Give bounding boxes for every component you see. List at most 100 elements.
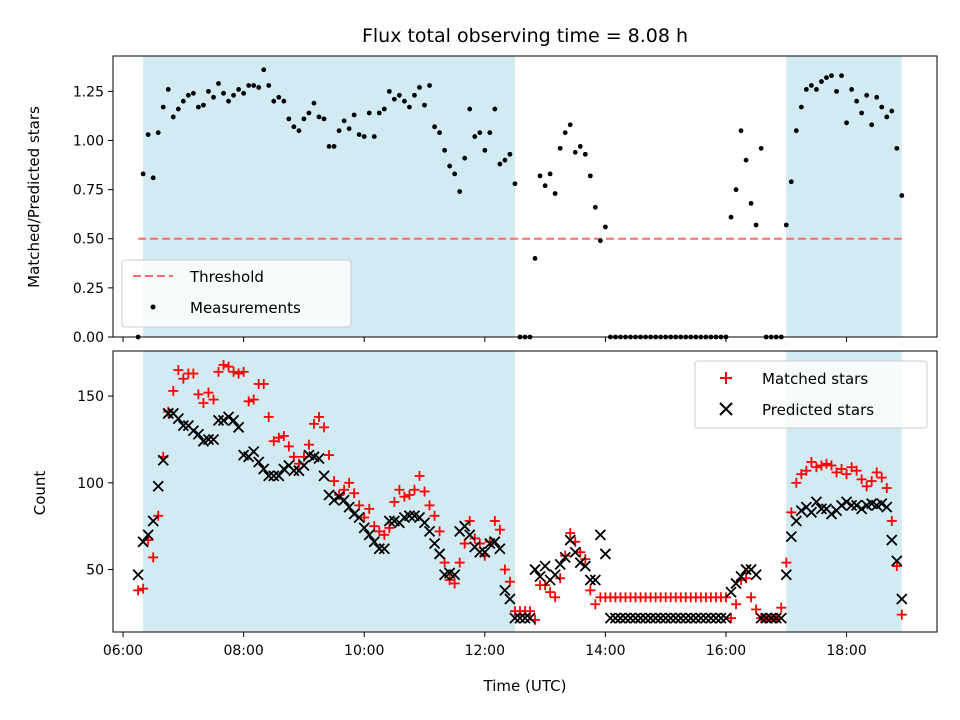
top-y-ticks: 0.00 0.25 0.50 0.75 1.00 1.25 <box>73 84 113 346</box>
measurement-point-79 <box>532 255 538 261</box>
measurement-point-21 <box>241 90 247 96</box>
predicted-marker-b <box>217 414 230 427</box>
bottom-plot-frame <box>112 350 938 633</box>
measurement-points <box>135 67 905 340</box>
predicted-marker-b <box>690 612 702 624</box>
predicted-marker-b <box>750 569 762 581</box>
predicted-marker-b <box>388 515 401 527</box>
predicted-marker-b <box>423 525 436 538</box>
measurement-point-20 <box>236 87 242 92</box>
measurement-point-83 <box>552 191 558 196</box>
predicted-star-point-28 <box>273 470 285 482</box>
matched-star-point-21 <box>238 366 249 377</box>
predicted-marker-b <box>599 548 612 560</box>
matched-star-point-139 <box>831 467 842 478</box>
matched-star-point-141 <box>841 469 852 480</box>
predicted-marker-b <box>313 452 325 465</box>
predicted-star-point-42 <box>343 501 355 513</box>
matched-star-point-138 <box>826 460 837 471</box>
predicted-star-point-134 <box>805 506 818 518</box>
predicted-marker-b <box>574 556 586 569</box>
predicted-star-point-131 <box>790 515 802 527</box>
measurement-point-129 <box>783 222 789 228</box>
matched-star-point-0 <box>133 585 144 596</box>
matched-star-point-11 <box>188 368 199 379</box>
predicted-marker-b <box>489 536 501 548</box>
predicted-star-point-90 <box>584 574 596 586</box>
predicted-star-point-58 <box>423 525 436 538</box>
predicted-star-point-44 <box>353 511 365 524</box>
matched-star-point-27 <box>268 436 279 447</box>
predicted-marker-b <box>850 499 863 512</box>
measurement-point-46 <box>366 110 372 116</box>
predicted-star-point-3 <box>147 515 159 527</box>
legend-matched-label: Matched stars <box>762 370 868 388</box>
predicted-star-point-96 <box>614 612 627 624</box>
matched-star-point-54 <box>404 489 415 500</box>
measurement-point-88 <box>577 143 583 149</box>
predicted-marker-b <box>338 494 350 506</box>
matched-star-point-71 <box>489 515 500 526</box>
matched-star-point-44 <box>354 500 365 511</box>
measurement-point-120 <box>738 128 744 134</box>
bottom-y-tick-label-0: 50 <box>86 563 104 579</box>
predicted-marker-b <box>775 612 787 624</box>
predicted-marker-b <box>157 454 169 466</box>
predicted-star-point-87 <box>569 546 581 558</box>
measurement-point-16 <box>216 81 221 86</box>
top-y-tick-label-2: 0.50 <box>73 232 104 248</box>
matched-star-point-18 <box>223 361 234 372</box>
matched-star-point-48 <box>374 526 385 537</box>
measurement-point-39 <box>331 143 337 149</box>
predicted-marker-b <box>192 428 205 440</box>
measurement-point-92 <box>597 238 603 244</box>
matched-star-point-15 <box>208 394 219 405</box>
measurement-point-150 <box>889 108 895 114</box>
predicted-marker-b <box>363 529 375 541</box>
predicted-marker-b <box>695 612 707 624</box>
x-tick-label-5: 16:00 <box>706 643 746 659</box>
matched-star-point-149 <box>881 483 892 494</box>
predicted-star-point-148 <box>876 498 888 510</box>
predicted-marker-b <box>760 612 772 624</box>
bottom-y-axis-label: Count <box>31 471 49 516</box>
predicted-star-point-106 <box>665 612 677 624</box>
predicted-star-point-46 <box>363 529 375 541</box>
predicted-marker-b <box>629 612 642 624</box>
predicted-marker-b <box>815 503 828 515</box>
measurement-point-38 <box>326 143 332 149</box>
predicted-star-point-54 <box>403 510 416 522</box>
predicted-marker-b <box>730 577 742 590</box>
predicted-star-point-37 <box>318 470 330 482</box>
matched-star-point-9 <box>178 373 189 384</box>
predicted-marker-b <box>549 569 561 581</box>
predicted-marker-b <box>333 491 345 503</box>
predicted-star-point-126 <box>765 612 777 624</box>
measurement-point-73 <box>502 157 508 163</box>
predicted-marker-b <box>474 546 486 558</box>
predicted-marker-b <box>323 489 335 501</box>
matched-star-point-129 <box>781 557 792 568</box>
matched-star-point-117 <box>720 592 731 603</box>
predicted-marker-b <box>670 612 682 624</box>
measurement-point-144 <box>859 110 865 116</box>
measurement-point-82 <box>547 171 553 177</box>
predicted-star-point-0 <box>132 569 144 581</box>
predicted-marker-b <box>554 558 566 570</box>
predicted-star-point-31 <box>288 465 300 477</box>
predicted-marker-b <box>845 499 858 512</box>
predicted-star-point-49 <box>378 543 390 555</box>
predicted-star-point-84 <box>554 558 566 570</box>
predicted-star-point-99 <box>629 612 642 624</box>
predicted-star-point-59 <box>428 537 441 550</box>
predicted-marker-b <box>202 433 215 446</box>
predicted-star-point-79 <box>529 563 541 576</box>
predicted-star-point-119 <box>730 577 742 590</box>
predicted-marker-b <box>644 612 657 624</box>
matched-star-point-70 <box>484 536 495 547</box>
predicted-marker-b <box>187 425 200 437</box>
predicted-star-point-17 <box>217 414 230 427</box>
predicted-marker-b <box>886 534 898 546</box>
matched-star-point-58 <box>424 500 435 511</box>
measurement-point-85 <box>562 130 568 136</box>
